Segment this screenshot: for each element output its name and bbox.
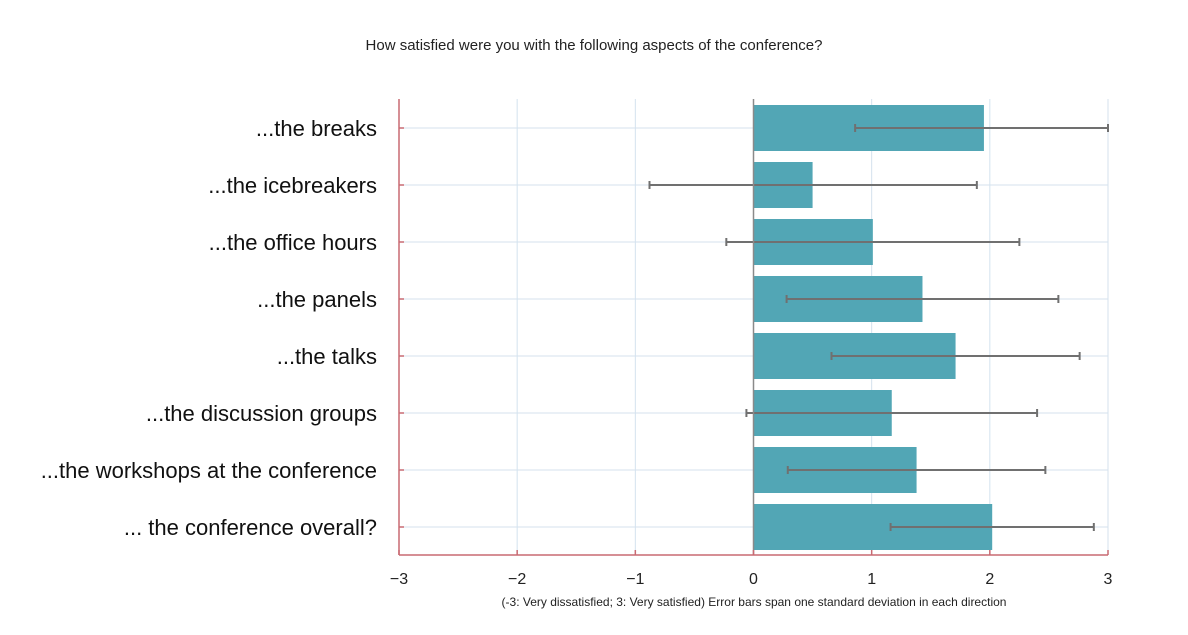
x-tick-label-0: −3 — [390, 571, 408, 588]
x-tick-label-6: 3 — [1104, 571, 1113, 588]
category-label-5: ...the discussion groups — [146, 401, 377, 426]
category-label-1: ...the icebreakers — [208, 173, 377, 198]
category-label-7: ... the conference overall? — [124, 515, 377, 540]
x-tick-label-5: 2 — [985, 571, 994, 588]
bar-layer — [753, 105, 993, 550]
x-axis-label: (-3: Very dissatisfied; 3: Very satisfie… — [502, 595, 1007, 609]
category-label-4: ...the talks — [277, 344, 377, 369]
x-tick-label-1: −2 — [508, 571, 526, 588]
x-tick-label-4: 1 — [867, 571, 876, 588]
chart-title: How satisfied were you with the followin… — [366, 37, 823, 54]
error-layer — [648, 124, 1109, 531]
x-tick-label-2: −1 — [626, 571, 644, 588]
category-label-2: ...the office hours — [209, 230, 377, 255]
category-label-6: ...the workshops at the conference — [41, 458, 377, 483]
category-label-3: ...the panels — [257, 287, 377, 312]
x-tick-label-3: 0 — [749, 571, 758, 588]
label-layer: ...the breaks ...the icebreakers ...the of… — [41, 116, 1113, 588]
axis-layer — [398, 99, 1109, 556]
category-label-0: ...the breaks — [256, 116, 377, 141]
